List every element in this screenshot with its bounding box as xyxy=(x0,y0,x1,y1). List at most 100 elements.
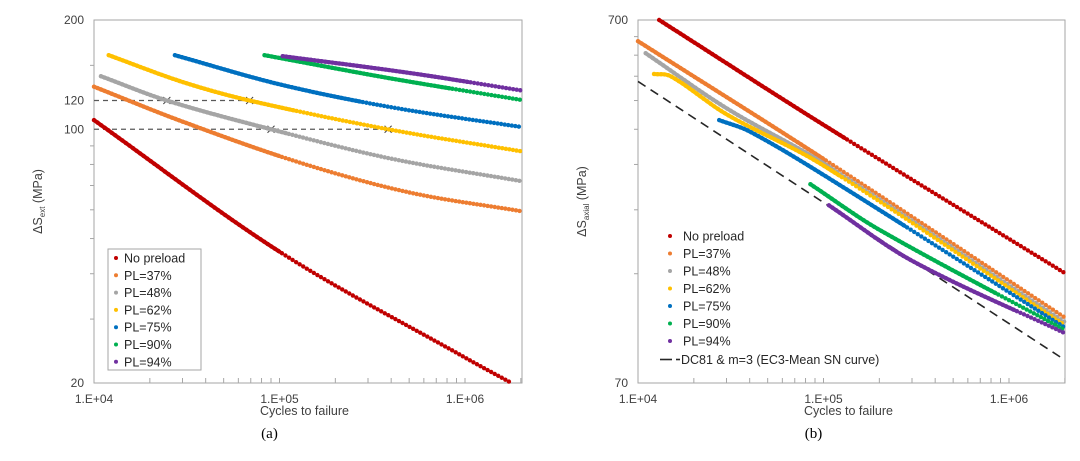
data-point xyxy=(500,146,505,151)
data-point xyxy=(343,174,348,179)
data-point xyxy=(379,125,384,131)
data-point xyxy=(329,142,334,148)
data-point xyxy=(499,94,505,100)
data-point xyxy=(1050,325,1055,330)
x-tick-label: 1.E+05 xyxy=(260,392,299,406)
data-point xyxy=(859,146,864,151)
data-point xyxy=(301,110,306,115)
data-point xyxy=(371,305,377,310)
series-pl-94- xyxy=(826,203,1066,335)
data-point xyxy=(967,259,972,264)
data-point xyxy=(467,117,472,122)
data-point xyxy=(953,249,958,255)
data-point xyxy=(322,140,327,146)
data-point xyxy=(378,154,384,159)
data-point xyxy=(332,283,338,288)
data-point xyxy=(435,340,441,345)
data-point xyxy=(318,166,324,172)
data-point xyxy=(949,247,955,252)
data-point xyxy=(410,326,416,332)
data-point xyxy=(403,322,409,328)
data-point xyxy=(1060,330,1066,335)
legend-label: PL=90% xyxy=(683,317,731,331)
data-point xyxy=(1032,317,1037,322)
data-point xyxy=(999,294,1005,299)
data-point xyxy=(308,268,313,273)
data-point xyxy=(489,83,495,88)
data-point xyxy=(496,205,501,210)
panel-b-series xyxy=(635,17,1067,335)
legend-item: PL=90% xyxy=(114,338,172,352)
data-point xyxy=(372,124,377,129)
data-point xyxy=(396,187,402,193)
data-point xyxy=(972,268,977,273)
data-point xyxy=(354,148,359,154)
data-point xyxy=(340,173,345,178)
data-point xyxy=(972,215,977,221)
data-point xyxy=(471,141,477,146)
series-line xyxy=(652,71,842,178)
data-point xyxy=(322,277,327,282)
series-line xyxy=(717,118,907,228)
data-point xyxy=(464,140,470,145)
data-point xyxy=(488,369,494,375)
data-point xyxy=(354,295,359,300)
data-point xyxy=(486,82,491,88)
y-axis-title-unit: (MPa) xyxy=(575,166,589,204)
data-point xyxy=(851,141,857,147)
legend-marker xyxy=(114,359,118,364)
data-point xyxy=(290,132,295,138)
data-point xyxy=(336,172,341,177)
data-point xyxy=(385,104,390,109)
data-point xyxy=(453,198,458,204)
data-point xyxy=(489,144,494,149)
data-point xyxy=(464,88,469,94)
data-point xyxy=(446,346,451,351)
data-point xyxy=(908,176,914,182)
data-point xyxy=(463,169,469,175)
data-point xyxy=(428,163,433,169)
series-line xyxy=(262,53,452,91)
data-point xyxy=(428,194,434,199)
data-point xyxy=(315,139,320,144)
data-point xyxy=(488,204,494,209)
data-point xyxy=(990,279,995,284)
data-point xyxy=(375,307,380,312)
legend-item: No preload xyxy=(668,230,744,244)
data-point xyxy=(485,173,490,178)
data-point xyxy=(375,125,381,130)
legend-marker xyxy=(114,290,118,295)
y-tick-label: 100 xyxy=(64,122,84,136)
data-point xyxy=(453,350,458,355)
data-point xyxy=(866,150,871,155)
data-point xyxy=(396,106,401,111)
data-point xyxy=(496,84,502,90)
data-point xyxy=(919,183,924,188)
data-point xyxy=(339,145,345,150)
legend-item: PL=37% xyxy=(668,247,731,261)
data-point xyxy=(332,171,338,176)
data-point xyxy=(963,256,969,262)
data-point xyxy=(493,84,498,89)
y-axis-title-symbol: ΔS xyxy=(575,220,589,237)
data-point xyxy=(368,151,373,157)
data-point xyxy=(304,136,309,141)
data-point xyxy=(506,206,512,212)
data-point xyxy=(1010,299,1015,305)
data-point xyxy=(961,209,967,214)
data-point xyxy=(1036,308,1041,313)
data-point xyxy=(1003,296,1008,301)
data-point xyxy=(418,330,423,335)
data-point xyxy=(460,169,465,174)
data-point xyxy=(290,158,295,163)
data-point xyxy=(350,293,356,298)
data-point xyxy=(517,148,523,154)
series-line xyxy=(657,18,847,140)
data-point xyxy=(1043,302,1049,308)
data-point xyxy=(516,124,522,129)
data-point xyxy=(389,314,395,320)
series-pl-75- xyxy=(717,117,1066,329)
data-point xyxy=(368,180,373,186)
data-point xyxy=(403,189,409,194)
legend-marker xyxy=(668,286,672,291)
